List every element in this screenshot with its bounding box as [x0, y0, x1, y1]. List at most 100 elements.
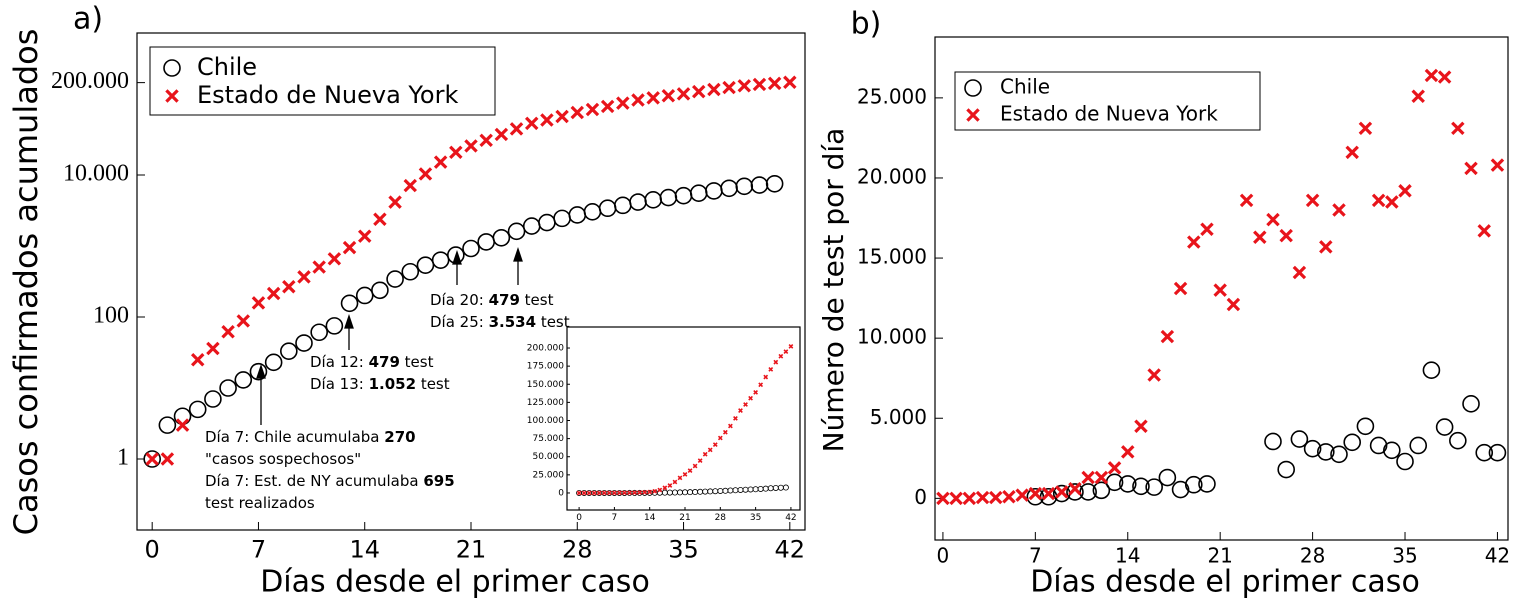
point	[962, 491, 977, 506]
point	[737, 79, 752, 93]
annotation: Día 7: Chile acumulaba 270	[205, 428, 416, 446]
point	[1253, 230, 1267, 244]
annotation: Día 20: 479 test	[430, 291, 554, 309]
point	[647, 489, 653, 495]
x-tick-label: 28	[1300, 544, 1325, 568]
point	[1462, 395, 1480, 413]
plot-frame	[934, 36, 1509, 541]
point	[753, 389, 759, 395]
annotation-part: 3.534	[489, 313, 536, 331]
annotation-part: 479	[489, 291, 520, 309]
point	[492, 228, 511, 247]
point	[1356, 417, 1375, 436]
point	[388, 195, 402, 209]
point	[204, 390, 222, 408]
x-tick-label: 0	[937, 544, 950, 568]
point	[707, 447, 713, 453]
point	[1158, 468, 1177, 487]
point	[236, 314, 251, 328]
point	[697, 458, 703, 464]
point	[464, 139, 478, 153]
point	[1147, 368, 1161, 382]
y-tick-label: 175.000	[527, 362, 564, 372]
y-tick-label: 25.000	[857, 84, 927, 108]
annotation-part: 270	[384, 428, 415, 446]
point	[1028, 486, 1043, 501]
point	[555, 109, 569, 124]
point	[1317, 443, 1335, 461]
x-tick-label: 7	[251, 535, 266, 563]
point	[752, 77, 767, 92]
point	[477, 233, 495, 251]
point	[672, 479, 678, 485]
point	[1055, 485, 1069, 499]
point	[788, 344, 794, 349]
y-tick-label: 1	[117, 445, 129, 471]
point	[659, 188, 678, 207]
point	[712, 442, 718, 448]
point	[1226, 297, 1241, 312]
point	[1239, 193, 1254, 208]
point	[778, 353, 784, 359]
point	[1041, 486, 1056, 501]
legend-label: Estado de Nueva York	[1000, 102, 1218, 126]
x-tick-label: 35	[668, 535, 699, 563]
point	[1343, 433, 1362, 452]
annotation-part: Día 7: Est. de NY acumulaba	[205, 472, 423, 490]
point	[1332, 203, 1346, 217]
point	[758, 382, 764, 388]
point	[767, 76, 782, 91]
point	[553, 209, 571, 228]
point	[1369, 436, 1388, 455]
x-tick-label: 28	[562, 535, 593, 563]
point	[691, 84, 706, 99]
x-tick-label: 21	[679, 513, 690, 523]
point	[264, 353, 283, 372]
point	[1451, 121, 1465, 136]
point	[1422, 361, 1441, 379]
point	[266, 286, 281, 301]
annotation-part: test	[536, 313, 570, 331]
point	[782, 484, 789, 491]
y-tick-label: 20.000	[857, 164, 927, 188]
point	[342, 240, 357, 255]
point	[583, 203, 602, 221]
point	[386, 270, 404, 288]
x-tick-label: 21	[1207, 544, 1232, 568]
point	[522, 217, 541, 235]
point	[1213, 283, 1227, 297]
point	[249, 362, 268, 381]
point	[612, 490, 617, 496]
point	[1118, 475, 1137, 493]
point	[1266, 212, 1280, 227]
point	[494, 127, 509, 142]
x-axis-label: Días desde el primer caso	[260, 565, 650, 600]
point	[614, 196, 632, 215]
point	[1198, 475, 1216, 493]
x-tick-label: 0	[576, 513, 582, 523]
annotation: "casos sospechosos"	[205, 450, 361, 468]
point	[173, 407, 192, 426]
annotation-part: Día 13:	[310, 375, 369, 393]
y-tick-label: 10.000	[857, 325, 927, 349]
point	[598, 199, 617, 218]
legend-marker	[163, 59, 181, 77]
point	[507, 222, 526, 241]
point	[763, 374, 769, 380]
point	[1145, 478, 1163, 496]
annotation-part: test	[416, 375, 450, 393]
point	[1371, 193, 1386, 208]
point	[1094, 470, 1109, 485]
point	[462, 239, 480, 258]
point	[936, 491, 950, 506]
point	[447, 246, 465, 264]
x-tick-label: 35	[750, 513, 761, 523]
y-tick-label: 10.000	[63, 161, 129, 187]
point	[1437, 70, 1452, 84]
point	[524, 116, 539, 131]
y-tick-label: 0	[558, 488, 564, 498]
point	[340, 294, 359, 313]
y-axis-label: Casos confirmados acumulados	[7, 29, 45, 536]
annotation-part: Día 12:	[310, 353, 369, 371]
